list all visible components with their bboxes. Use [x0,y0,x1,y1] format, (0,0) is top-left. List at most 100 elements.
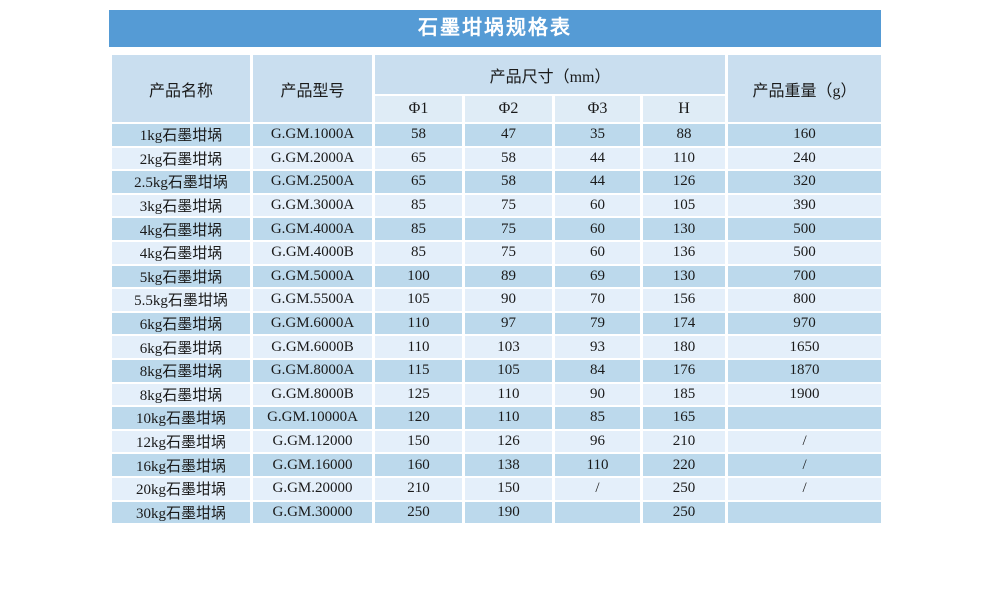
product-name-cell: 4kg石墨坩埚 [109,239,253,266]
table-title: 石墨坩埚规格表 [109,10,881,47]
size-value-cell: 156 [639,287,729,313]
spec-table-panel: 石墨坩埚规格表 产品名称 产品型号 产品尺寸（mm） 产品重量（g） [109,10,885,526]
product-weight-cell: 390 [725,192,885,219]
product-name-cell: 20kg石墨坩埚 [109,475,253,502]
spec-table: 产品名称 产品型号 产品尺寸（mm） 产品重量（g） Φ1 Φ2 Φ3 H 1k… [109,53,885,526]
header-row-top: 产品名称 产品型号 产品尺寸（mm） 产品重量（g） [109,53,885,124]
product-weight-cell [725,499,885,526]
size-value-cell: 250 [639,475,729,502]
size-value-cell: 180 [639,334,729,360]
product-weight-cell: 800 [725,287,885,313]
product-name-cell: 30kg石墨坩埚 [109,499,253,526]
size-value-cell: 160 [372,452,465,478]
product-name-cell: 8kg石墨坩埚 [109,381,253,408]
product-model-cell: G.GM.16000 [250,452,375,478]
table-row: 8kg石墨坩埚 G.GM.8000A 115 105 84 176 1870 [109,357,885,384]
size-value-cell: 126 [462,428,555,455]
table-header: 产品名称 产品型号 产品尺寸（mm） 产品重量（g） Φ1 Φ2 Φ3 H [109,53,885,124]
table-row: 20kg石墨坩埚 G.GM.20000 210 150/250/ [109,475,885,502]
table-row: 16kg石墨坩埚 G.GM.16000 160 138 110 220/ [109,452,885,478]
size-value-cell: 110 [372,334,465,360]
table-row: 4kg石墨坩埚 G.GM.4000A 85 75 60 130 500 [109,216,885,242]
size-value-cell: 58 [462,145,555,172]
size-value-cell: 185 [639,381,729,408]
product-weight-cell: 320 [725,169,885,195]
size-value-cell: 150 [372,428,465,455]
product-model-cell: G.GM.1000A [250,122,375,148]
table-row: 2kg石墨坩埚 G.GM.2000A 65 58 44 110 240 [109,145,885,172]
size-value-cell: 58 [372,122,465,148]
size-value-cell: 120 [372,405,465,431]
size-value-cell: 88 [639,122,729,148]
product-model-cell: G.GM.10000A [250,405,375,431]
size-value-cell: 103 [462,334,555,360]
product-name-cell: 12kg石墨坩埚 [109,428,253,455]
product-weight-cell [725,405,885,431]
size-value-cell: 65 [372,145,465,172]
product-weight-cell: / [725,428,885,455]
product-model-cell: G.GM.30000 [250,499,375,526]
size-value-cell: 60 [552,239,643,266]
header-row-sub: Φ1 Φ2 Φ3 H [111,94,883,124]
product-name-cell: 4kg石墨坩埚 [109,216,253,242]
header-product-name: 产品名称 [109,53,253,124]
size-value-cell: 75 [462,192,555,219]
table-row: 5kg石墨坩埚 G.GM.5000A 100 89 69 130 700 [109,263,885,290]
size-value-cell: 47 [462,122,555,148]
size-value-cell: 85 [552,405,643,431]
product-model-cell: G.GM.4000A [250,216,375,242]
size-value-cell: 75 [462,239,555,266]
size-value-cell: 110 [552,452,643,478]
table-row: 3kg石墨坩埚 G.GM.3000A 85 75 60 105 390 [109,192,885,219]
product-model-cell: G.GM.6000B [250,334,375,360]
product-weight-cell: 500 [725,216,885,242]
size-value-cell: 150 [462,475,555,502]
size-value-cell [552,499,643,526]
product-name-cell: 6kg石墨坩埚 [109,310,253,337]
size-value-cell: 165 [639,405,729,431]
size-value-cell: 75 [462,216,555,242]
size-value-cell: 190 [462,499,555,526]
table-row: 2.5kg石墨坩埚 G.GM.2500A 65 58 44 126 320 [109,169,885,195]
size-value-cell: 115 [372,357,465,384]
product-model-cell: G.GM.5500A [250,287,375,313]
size-value-cell: 84 [552,357,643,384]
size-value-cell: 89 [462,263,555,290]
size-value-cell: 220 [639,452,729,478]
size-value-cell: 35 [552,122,643,148]
product-weight-cell: 160 [725,122,885,148]
size-value-cell: 110 [372,310,465,337]
product-model-cell: G.GM.8000B [250,381,375,408]
product-model-cell: G.GM.2500A [250,169,375,195]
size-value-cell: 110 [462,405,555,431]
product-weight-cell: / [725,452,885,478]
header-phi2: Φ2 [462,94,555,124]
product-name-cell: 16kg石墨坩埚 [109,452,253,478]
size-value-cell: 130 [639,263,729,290]
size-value-cell: 210 [372,475,465,502]
size-value-cell: 250 [639,499,729,526]
table-body: 1kg石墨坩埚 G.GM.1000A 58 47 35 88 160 2kg石墨坩埚 G.GM.… [109,122,885,526]
size-value-cell: 85 [372,216,465,242]
table-row: 6kg石墨坩埚 G.GM.6000B 110 103 93 180 1650 [109,334,885,360]
size-value-cell: 176 [639,357,729,384]
size-value-cell: 126 [639,169,729,195]
size-value-cell: 85 [372,192,465,219]
size-value-cell: 60 [552,192,643,219]
product-model-cell: G.GM.3000A [250,192,375,219]
size-value-cell: 97 [462,310,555,337]
product-name-cell: 6kg石墨坩埚 [109,334,253,360]
table-row: 30kg石墨坩埚 G.GM.30000 250 190 250 [109,499,885,526]
product-name-cell: 5.5kg石墨坩埚 [109,287,253,313]
table-row: 5.5kg石墨坩埚 G.GM.5500A 105 90 70 156 800 [109,287,885,313]
product-weight-cell: 1650 [725,334,885,360]
product-model-cell: G.GM.4000B [250,239,375,266]
size-value-cell: 85 [372,239,465,266]
size-value-cell: 136 [639,239,729,266]
product-name-cell: 2kg石墨坩埚 [109,145,253,172]
table-row: 10kg石墨坩埚 G.GM.10000A 120 110 85 165 [109,405,885,431]
table-row: 1kg石墨坩埚 G.GM.1000A 58 47 35 88 160 [109,122,885,148]
size-value-cell: 130 [639,216,729,242]
size-value-cell: 90 [552,381,643,408]
table-row: 6kg石墨坩埚 G.GM.6000A 110 97 79 174 970 [109,310,885,337]
